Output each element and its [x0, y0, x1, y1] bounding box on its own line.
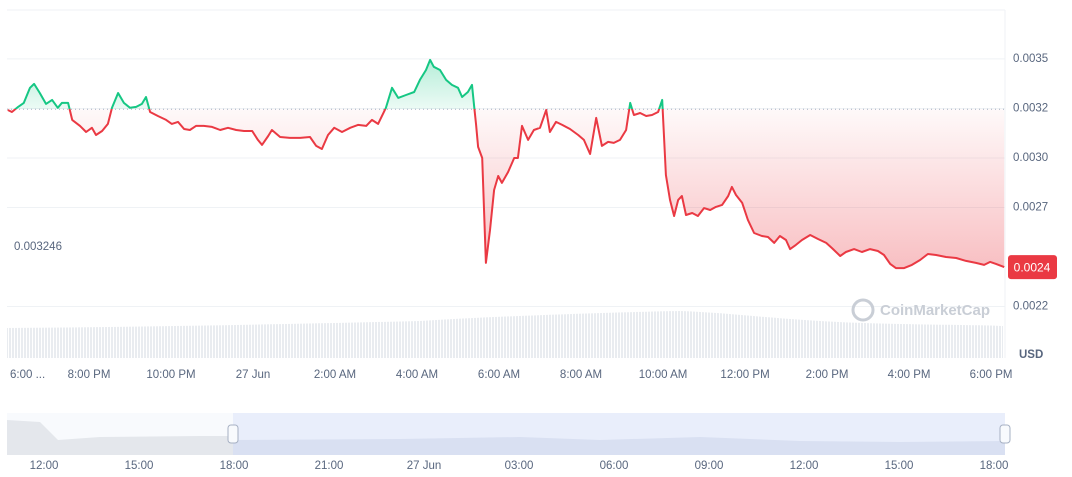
x-tick-label: 6:00 AM — [478, 369, 520, 381]
navigator-tick-label: 09:00 — [695, 460, 724, 472]
navigator-tick-label: 18:00 — [220, 460, 249, 472]
navigator-tick-label: 06:00 — [600, 460, 629, 472]
current-price-box — [1008, 255, 1057, 280]
x-tick-label: 8:00 PM — [68, 369, 111, 381]
baseline-label: 0.003246 — [14, 241, 62, 253]
navigator-handle[interactable] — [999, 424, 1011, 444]
y-tick-label: 0.0022 — [1013, 301, 1048, 313]
navigator-tick-label: 12:00 — [30, 460, 59, 472]
navigator-handle[interactable] — [227, 424, 239, 444]
x-tick-label: 2:00 PM — [806, 369, 849, 381]
navigator-tick-label: 03:00 — [505, 460, 534, 472]
watermark-text: CoinMarketCap — [880, 302, 990, 319]
plot-area — [7, 58, 1005, 308]
x-tick-label: 2:00 AM — [314, 369, 356, 381]
currency-label: USD — [1019, 349, 1043, 361]
navigator-tick-label: 15:00 — [125, 460, 154, 472]
price-line — [7, 58, 1005, 270]
x-tick-label: 12:00 PM — [720, 369, 769, 381]
navigator-line — [233, 437, 1005, 455]
y-tick-label: 0.0032 — [1013, 102, 1048, 114]
watermark: CoinMarketCap — [851, 298, 990, 322]
y-tick-label: 0.0035 — [1013, 53, 1048, 65]
x-tick-label: 4:00 PM — [888, 369, 931, 381]
navigator-tick-label: 27 Jun — [407, 460, 442, 472]
navigator-tick-label: 18:00 — [980, 460, 1009, 472]
navigator-tick-label: 12:00 — [790, 460, 819, 472]
x-tick-label: 27 Jun — [236, 369, 271, 381]
navigator-tick-label: 15:00 — [885, 460, 914, 472]
navigator-tick-label: 21:00 — [315, 460, 344, 472]
navigator — [7, 413, 1011, 455]
x-tick-label: 6:00 ... — [10, 369, 45, 381]
x-tick-label: 4:00 AM — [396, 369, 438, 381]
y-tick-label: 0.0027 — [1013, 202, 1048, 214]
current-price-label: 0.0024 — [1014, 260, 1051, 274]
x-tick-label: 8:00 AM — [560, 369, 602, 381]
x-tick-label: 10:00 PM — [146, 369, 195, 381]
x-tick-label: 10:00 AM — [639, 369, 688, 381]
y-tick-label: 0.0030 — [1013, 152, 1048, 164]
volume-bars — [7, 311, 1003, 358]
price-area — [7, 59, 1005, 269]
x-tick-label: 6:00 PM — [970, 369, 1013, 381]
navigator-history — [7, 420, 233, 455]
